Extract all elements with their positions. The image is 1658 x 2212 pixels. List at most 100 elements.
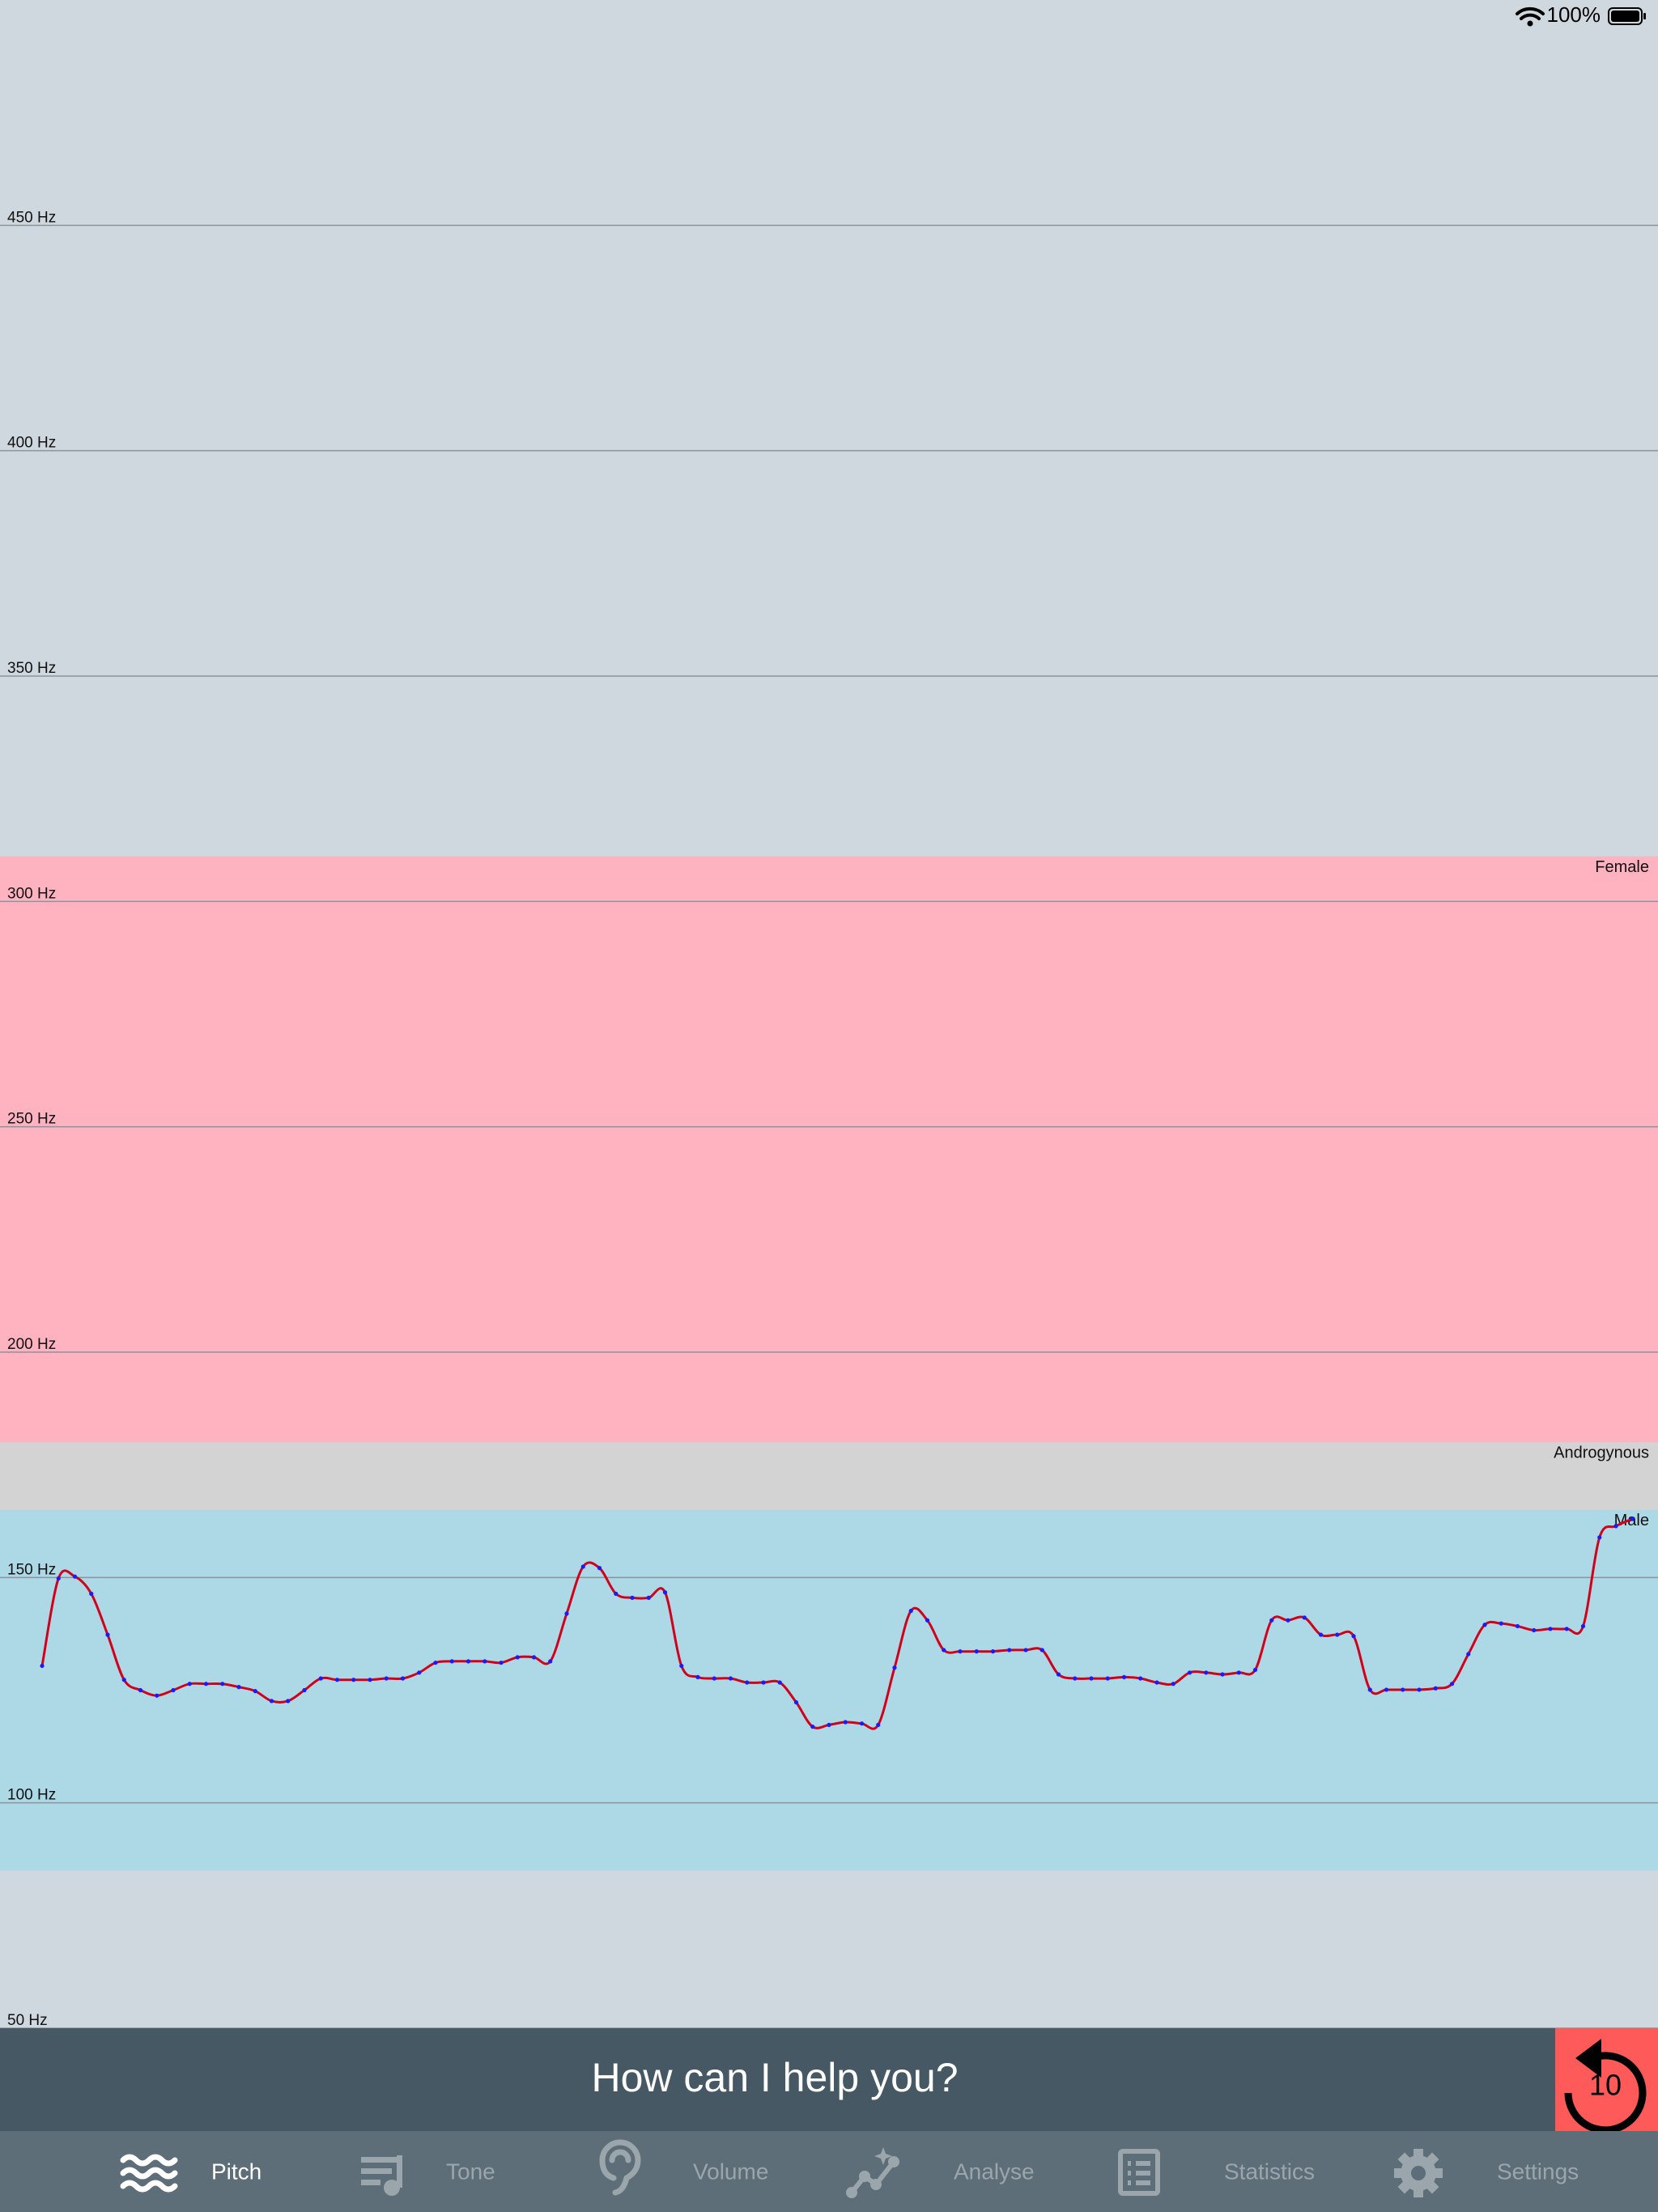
pitch-point — [695, 1674, 700, 1679]
pitch-point — [269, 1699, 274, 1704]
pitch-point — [417, 1670, 422, 1675]
pitch-point — [597, 1566, 602, 1571]
pitch-point — [253, 1689, 257, 1694]
battery-outline — [1608, 7, 1643, 25]
y-tick-label: 350 Hz — [7, 660, 56, 677]
pitch-icon — [120, 2154, 178, 2193]
pitch-point — [1597, 1535, 1602, 1540]
pitch-point — [286, 1699, 291, 1704]
pitch-point — [1335, 1632, 1340, 1637]
status-bar: 100% — [1516, 2, 1646, 27]
pitch-point — [646, 1595, 651, 1600]
pitch-point — [121, 1678, 126, 1682]
pitch-point — [958, 1649, 963, 1654]
pitch-point — [433, 1660, 438, 1665]
y-tick-label: 200 Hz — [7, 1336, 56, 1353]
pitch-point — [1105, 1676, 1110, 1681]
pitch-point — [302, 1687, 307, 1693]
tab-label: Statistics — [1224, 2159, 1315, 2184]
band-label: Androgynous — [1554, 1444, 1649, 1462]
pitch-point — [203, 1682, 209, 1687]
analyse-icon — [846, 2147, 899, 2198]
pitch-point — [843, 1720, 848, 1725]
pitch-point — [1154, 1680, 1159, 1685]
pitch-point — [1384, 1687, 1389, 1692]
pitch-point — [548, 1659, 553, 1664]
pitch-point — [1630, 1516, 1635, 1521]
tab[interactable] — [563, 2131, 806, 2212]
pitch-point — [908, 1608, 913, 1614]
pitch-point — [1515, 1623, 1520, 1629]
pitch-point — [40, 1663, 45, 1669]
pitch-point — [1482, 1623, 1487, 1627]
pitch-point — [1187, 1670, 1192, 1675]
y-tick-label: 400 Hz — [7, 435, 56, 452]
pitch-point — [777, 1680, 782, 1685]
pitch-point — [712, 1676, 716, 1681]
pitch-point — [400, 1676, 406, 1681]
pitch-point — [859, 1721, 865, 1726]
battery-level — [1611, 11, 1639, 22]
pitch-point — [1449, 1682, 1455, 1687]
pitch-point — [564, 1611, 569, 1616]
pitch-point — [892, 1665, 897, 1670]
pitch-point — [1499, 1621, 1503, 1626]
rewind-label: 10 — [1589, 2069, 1622, 2102]
tab-label: Pitch — [211, 2159, 261, 2184]
tab-label: Volume — [693, 2159, 768, 2184]
grid: 50 Hz 100 Hz 150 Hz 200 Hz 250 Hz 300 Hz 350 H… — [0, 209, 1658, 2029]
pitch-point — [1023, 1648, 1028, 1653]
pitch-point — [351, 1678, 356, 1682]
pitch-point — [171, 1687, 176, 1693]
pitch-point — [1056, 1672, 1061, 1677]
pitch-point — [1351, 1634, 1356, 1639]
pitch-point — [1204, 1670, 1209, 1675]
pitch-point — [483, 1659, 487, 1664]
pitch-point — [220, 1682, 225, 1687]
pitch-point — [990, 1649, 996, 1654]
pitch-point — [1466, 1652, 1471, 1657]
pitch-point — [56, 1576, 61, 1581]
pitch-point — [334, 1678, 340, 1682]
pitch-point — [793, 1699, 799, 1705]
pitch-point — [187, 1682, 192, 1687]
pitch-point — [72, 1574, 78, 1579]
y-tick-label: 100 Hz — [7, 1787, 56, 1804]
pitch-point — [105, 1632, 110, 1637]
pitch-point — [236, 1685, 241, 1690]
pitch-point — [1548, 1627, 1553, 1631]
pitch-point — [679, 1663, 684, 1669]
pitch-point — [580, 1564, 585, 1569]
pitch-point — [1089, 1676, 1094, 1681]
pitch-point — [630, 1595, 635, 1600]
pitch-point — [662, 1590, 668, 1595]
pitch-point — [384, 1676, 389, 1681]
pitch-point — [531, 1655, 537, 1660]
tab-bar — [0, 2131, 1658, 2212]
band-label: Female — [1595, 858, 1649, 876]
tone-icon — [361, 2155, 402, 2196]
pitch-point — [318, 1676, 323, 1681]
battery-percent: 100% — [1547, 2, 1601, 27]
pitch-point — [1318, 1632, 1324, 1637]
tab-label: Settings — [1497, 2159, 1579, 2184]
pitch-point — [1401, 1687, 1405, 1692]
pitch-point — [1564, 1627, 1569, 1631]
pitch-point — [728, 1676, 733, 1681]
tab-label: Tone — [446, 2159, 495, 2184]
help-banner[interactable] — [0, 2028, 1658, 2131]
tab[interactable] — [317, 2131, 559, 2212]
y-tick-label: 300 Hz — [7, 885, 56, 902]
pitch-point — [1236, 1670, 1241, 1675]
pitch-point — [1532, 1627, 1537, 1633]
pitch-point — [1286, 1618, 1290, 1623]
y-tick-label: 150 Hz — [7, 1561, 56, 1578]
pitch-point — [1252, 1667, 1258, 1673]
tab[interactable] — [82, 2131, 325, 2212]
pitch-point — [1039, 1648, 1044, 1653]
band — [0, 856, 1658, 1443]
pitch-point — [1220, 1672, 1225, 1677]
y-tick-label: 250 Hz — [7, 1111, 56, 1128]
pitch-point — [614, 1591, 619, 1596]
